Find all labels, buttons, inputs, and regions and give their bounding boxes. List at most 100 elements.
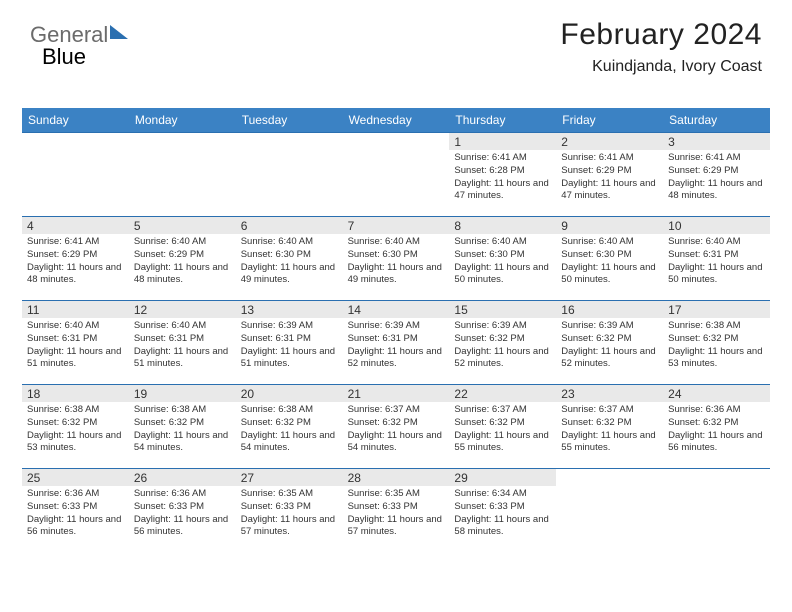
day-number: 21: [343, 385, 450, 402]
calendar-cell: 28Sunrise: 6:35 AMSunset: 6:33 PMDayligh…: [343, 468, 450, 552]
daylight-text: Daylight: 11 hours and 52 minutes.: [348, 346, 446, 372]
day-details: Sunrise: 6:38 AMSunset: 6:32 PMDaylight:…: [236, 402, 343, 458]
sunrise-text: Sunrise: 6:37 AM: [561, 404, 659, 417]
day-details: Sunrise: 6:40 AMSunset: 6:30 PMDaylight:…: [236, 234, 343, 290]
day-number: 25: [22, 469, 129, 486]
sunrise-text: Sunrise: 6:38 AM: [134, 404, 232, 417]
header: February 2024 Kuindjanda, Ivory Coast: [560, 18, 762, 76]
sunrise-text: Sunrise: 6:40 AM: [27, 320, 125, 333]
day-details: Sunrise: 6:36 AMSunset: 6:33 PMDaylight:…: [129, 486, 236, 542]
sunset-text: Sunset: 6:30 PM: [241, 249, 339, 262]
sunset-text: Sunset: 6:33 PM: [348, 501, 446, 514]
sunrise-text: Sunrise: 6:35 AM: [241, 488, 339, 501]
sunset-text: Sunset: 6:33 PM: [454, 501, 552, 514]
weekday-header: Tuesday: [236, 108, 343, 132]
day-number: 29: [449, 469, 556, 486]
day-number: 10: [663, 217, 770, 234]
daylight-text: Daylight: 11 hours and 52 minutes.: [561, 346, 659, 372]
calendar-cell: 12Sunrise: 6:40 AMSunset: 6:31 PMDayligh…: [129, 300, 236, 384]
sunset-text: Sunset: 6:33 PM: [27, 501, 125, 514]
sunrise-text: Sunrise: 6:40 AM: [134, 320, 232, 333]
daylight-text: Daylight: 11 hours and 47 minutes.: [454, 178, 552, 204]
calendar-cell: [343, 132, 450, 216]
sunset-text: Sunset: 6:32 PM: [27, 417, 125, 430]
daylight-text: Daylight: 11 hours and 51 minutes.: [241, 346, 339, 372]
sunset-text: Sunset: 6:32 PM: [668, 417, 766, 430]
daylight-text: Daylight: 11 hours and 55 minutes.: [561, 430, 659, 456]
calendar-cell: [663, 468, 770, 552]
calendar-cell: [556, 468, 663, 552]
weekday-header: Sunday: [22, 108, 129, 132]
sunset-text: Sunset: 6:28 PM: [454, 165, 552, 178]
sunrise-text: Sunrise: 6:39 AM: [561, 320, 659, 333]
day-details: Sunrise: 6:41 AMSunset: 6:29 PMDaylight:…: [663, 150, 770, 206]
day-number: 16: [556, 301, 663, 318]
daylight-text: Daylight: 11 hours and 47 minutes.: [561, 178, 659, 204]
sunset-text: Sunset: 6:29 PM: [668, 165, 766, 178]
sunrise-text: Sunrise: 6:37 AM: [348, 404, 446, 417]
sunrise-text: Sunrise: 6:40 AM: [241, 236, 339, 249]
daylight-text: Daylight: 11 hours and 54 minutes.: [134, 430, 232, 456]
day-details: Sunrise: 6:34 AMSunset: 6:33 PMDaylight:…: [449, 486, 556, 542]
sunset-text: Sunset: 6:31 PM: [668, 249, 766, 262]
daylight-text: Daylight: 11 hours and 54 minutes.: [348, 430, 446, 456]
sunset-text: Sunset: 6:30 PM: [454, 249, 552, 262]
day-details: Sunrise: 6:41 AMSunset: 6:28 PMDaylight:…: [449, 150, 556, 206]
daylight-text: Daylight: 11 hours and 57 minutes.: [241, 514, 339, 540]
calendar-cell: 22Sunrise: 6:37 AMSunset: 6:32 PMDayligh…: [449, 384, 556, 468]
day-number: 4: [22, 217, 129, 234]
sunrise-text: Sunrise: 6:40 AM: [454, 236, 552, 249]
day-number: [22, 133, 129, 150]
calendar-cell: 25Sunrise: 6:36 AMSunset: 6:33 PMDayligh…: [22, 468, 129, 552]
sunrise-text: Sunrise: 6:34 AM: [454, 488, 552, 501]
calendar-cell: 1Sunrise: 6:41 AMSunset: 6:28 PMDaylight…: [449, 132, 556, 216]
day-details: Sunrise: 6:39 AMSunset: 6:31 PMDaylight:…: [236, 318, 343, 374]
sunrise-text: Sunrise: 6:35 AM: [348, 488, 446, 501]
sunset-text: Sunset: 6:31 PM: [27, 333, 125, 346]
day-number: 8: [449, 217, 556, 234]
day-details: Sunrise: 6:37 AMSunset: 6:32 PMDaylight:…: [556, 402, 663, 458]
day-number: 17: [663, 301, 770, 318]
day-number: 15: [449, 301, 556, 318]
day-details: Sunrise: 6:38 AMSunset: 6:32 PMDaylight:…: [22, 402, 129, 458]
calendar-cell: 5Sunrise: 6:40 AMSunset: 6:29 PMDaylight…: [129, 216, 236, 300]
daylight-text: Daylight: 11 hours and 56 minutes.: [134, 514, 232, 540]
calendar-cell: 18Sunrise: 6:38 AMSunset: 6:32 PMDayligh…: [22, 384, 129, 468]
sunset-text: Sunset: 6:32 PM: [454, 417, 552, 430]
day-details: Sunrise: 6:35 AMSunset: 6:33 PMDaylight:…: [236, 486, 343, 542]
day-number: 2: [556, 133, 663, 150]
sunset-text: Sunset: 6:31 PM: [348, 333, 446, 346]
day-details: Sunrise: 6:35 AMSunset: 6:33 PMDaylight:…: [343, 486, 450, 542]
day-details: Sunrise: 6:41 AMSunset: 6:29 PMDaylight:…: [22, 234, 129, 290]
day-details: Sunrise: 6:40 AMSunset: 6:31 PMDaylight:…: [129, 318, 236, 374]
sunset-text: Sunset: 6:32 PM: [561, 333, 659, 346]
calendar-cell: 23Sunrise: 6:37 AMSunset: 6:32 PMDayligh…: [556, 384, 663, 468]
calendar-cell: 24Sunrise: 6:36 AMSunset: 6:32 PMDayligh…: [663, 384, 770, 468]
calendar-cell: 3Sunrise: 6:41 AMSunset: 6:29 PMDaylight…: [663, 132, 770, 216]
calendar-cell: 10Sunrise: 6:40 AMSunset: 6:31 PMDayligh…: [663, 216, 770, 300]
daylight-text: Daylight: 11 hours and 49 minutes.: [241, 262, 339, 288]
day-details: Sunrise: 6:41 AMSunset: 6:29 PMDaylight:…: [556, 150, 663, 206]
calendar-cell: 21Sunrise: 6:37 AMSunset: 6:32 PMDayligh…: [343, 384, 450, 468]
day-details: Sunrise: 6:39 AMSunset: 6:32 PMDaylight:…: [556, 318, 663, 374]
sunrise-text: Sunrise: 6:40 AM: [561, 236, 659, 249]
day-number: 7: [343, 217, 450, 234]
weekday-header: Saturday: [663, 108, 770, 132]
daylight-text: Daylight: 11 hours and 55 minutes.: [454, 430, 552, 456]
day-details: Sunrise: 6:37 AMSunset: 6:32 PMDaylight:…: [343, 402, 450, 458]
sunset-text: Sunset: 6:32 PM: [668, 333, 766, 346]
location: Kuindjanda, Ivory Coast: [560, 58, 762, 76]
sunset-text: Sunset: 6:33 PM: [241, 501, 339, 514]
calendar-cell: [129, 132, 236, 216]
sunset-text: Sunset: 6:32 PM: [561, 417, 659, 430]
sunrise-text: Sunrise: 6:41 AM: [454, 152, 552, 165]
month-title: February 2024: [560, 18, 762, 52]
weekday-header: Wednesday: [343, 108, 450, 132]
day-details: Sunrise: 6:40 AMSunset: 6:30 PMDaylight:…: [343, 234, 450, 290]
weekday-header: Monday: [129, 108, 236, 132]
day-number: 12: [129, 301, 236, 318]
sunset-text: Sunset: 6:33 PM: [134, 501, 232, 514]
sunset-text: Sunset: 6:32 PM: [348, 417, 446, 430]
weekday-header: Friday: [556, 108, 663, 132]
daylight-text: Daylight: 11 hours and 52 minutes.: [454, 346, 552, 372]
